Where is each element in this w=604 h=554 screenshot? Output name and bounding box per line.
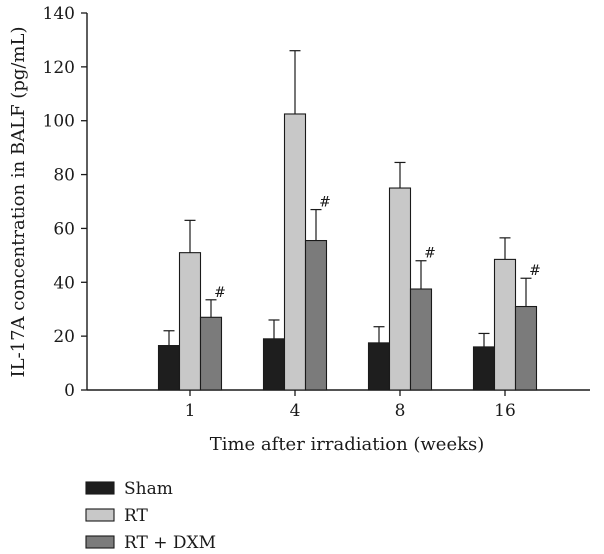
bar-rt-dxm-week-4 [304, 239, 328, 391]
x-axis-ticks: 1 4 8 16 [185, 390, 516, 421]
significance-marker: # [424, 246, 436, 262]
bar-rt-week-16 [493, 258, 517, 391]
x-tick-label: 16 [494, 401, 516, 421]
y-tick-label: 100 [43, 112, 75, 132]
y-tick-label: 0 [64, 381, 75, 401]
legend-swatch-rt-dxm [85, 535, 115, 549]
legend-label: Sham [124, 479, 173, 499]
legend-swatch-sham [85, 481, 115, 495]
legend: Sham RT RT + DXM [85, 479, 216, 553]
y-tick-label: 40 [53, 273, 75, 293]
legend-label: RT [124, 506, 149, 526]
y-tick-label: 120 [43, 58, 75, 78]
y-tick-label: 80 [53, 166, 75, 186]
y-axis-ticks: 0 20 40 60 80 100 120 140 [43, 4, 87, 401]
bar-sham-week-1 [157, 345, 181, 391]
legend-swatch-rt [85, 508, 115, 522]
bar-sham-week-4 [262, 338, 286, 391]
y-tick-label: 60 [53, 219, 75, 239]
x-tick-label: 8 [395, 401, 406, 421]
bar-rt-dxm-week-8 [409, 288, 433, 391]
legend-label: RT + DXM [124, 533, 216, 553]
y-axis-title: IL-17A concentration in BALF (pg/mL) [8, 27, 29, 378]
bars [157, 50, 538, 391]
annotations: # # # # [214, 195, 541, 301]
x-tick-label: 4 [290, 401, 301, 421]
bar-sham-week-8 [367, 342, 391, 391]
bar-rt-week-1 [178, 252, 202, 391]
y-tick-label: 20 [53, 327, 75, 347]
bar-rt-dxm-week-1 [199, 316, 223, 391]
bar-rt-week-4 [283, 113, 307, 391]
x-axis-title: Time after irradiation (weeks) [210, 434, 485, 455]
significance-marker: # [214, 285, 226, 301]
y-tick-label: 140 [43, 4, 75, 24]
plot-area: 0 20 40 60 80 100 120 140 1 4 8 16 # # # # [43, 4, 590, 421]
bar-rt-dxm-week-16 [514, 305, 538, 391]
significance-marker: # [319, 195, 331, 211]
bar-rt-week-8 [388, 187, 412, 391]
significance-marker: # [529, 263, 541, 279]
bar-sham-week-16 [472, 346, 496, 391]
x-tick-label: 1 [185, 401, 196, 421]
